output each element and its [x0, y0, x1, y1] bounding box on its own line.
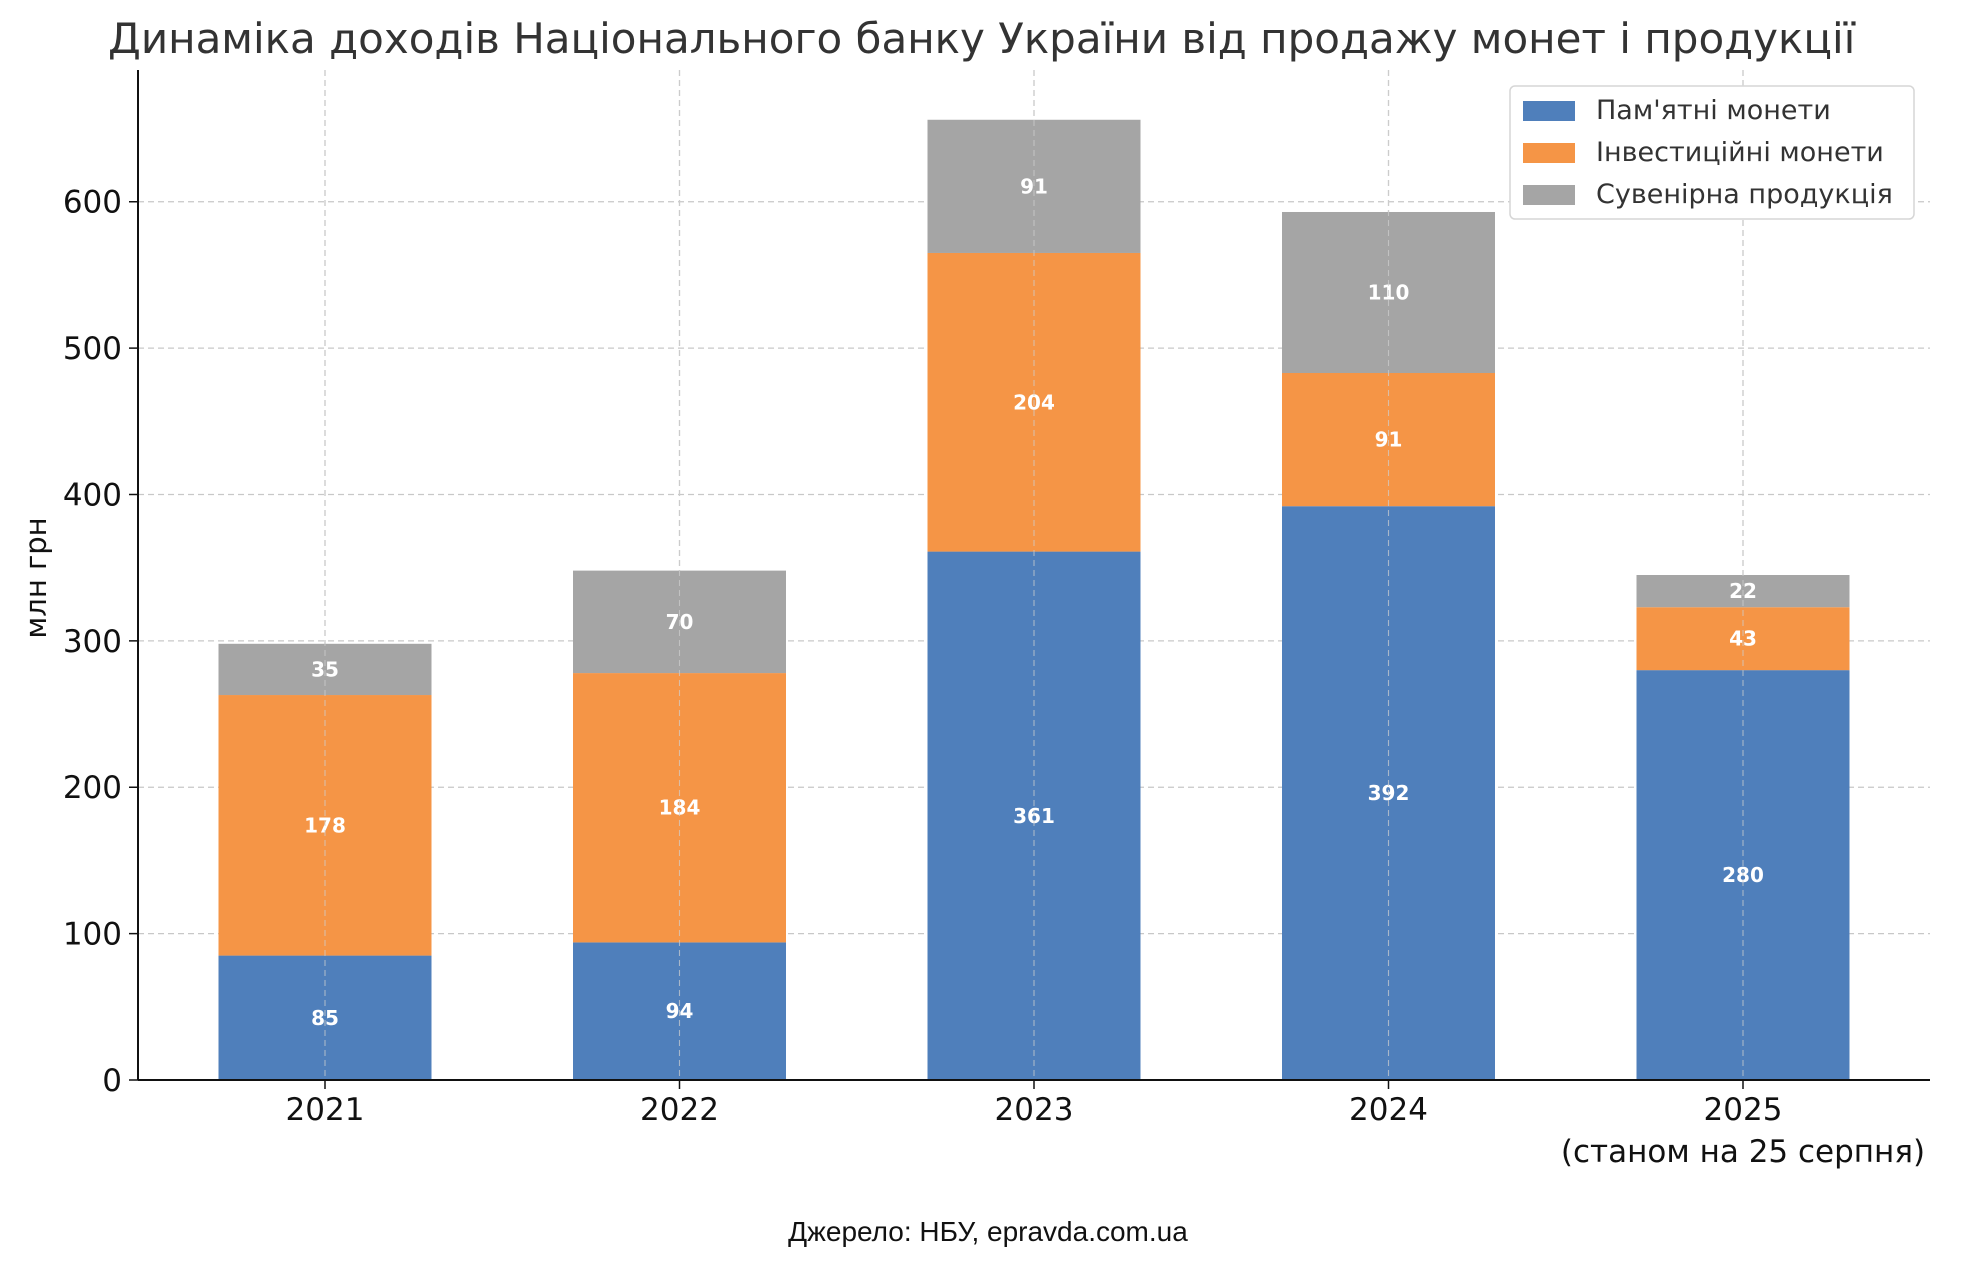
legend-label: Інвестиційні монети: [1596, 137, 1884, 168]
x-tick-label: 2021: [286, 1092, 365, 1128]
source-note: Джерело: НБУ, epravda.com.ua: [788, 1216, 1188, 1247]
y-tick-label: 400: [63, 477, 122, 513]
y-tick-label: 600: [63, 185, 122, 221]
y-tick-label: 300: [63, 624, 122, 660]
x-tick-label: 2024: [1349, 1092, 1428, 1128]
data-label: 184: [659, 796, 701, 820]
legend-label: Пам'ятні монети: [1596, 95, 1831, 126]
y-tick-label: 0: [102, 1063, 122, 1099]
x-tick-label: 2025: [1704, 1092, 1783, 1128]
y-tick-label: 200: [63, 770, 122, 806]
chart-title: Динаміка доходів Національного банку Укр…: [108, 14, 1856, 63]
legend-swatch: [1523, 143, 1575, 163]
axes-layer: 0 100 200 300 400 500 600 2021 2022 2023 2024 2025 (…: [63, 70, 1930, 1170]
data-label: 85: [311, 1006, 339, 1030]
bar-segment: [218, 955, 432, 1080]
x-tick-label: 2022: [640, 1092, 719, 1128]
legend-swatch: [1523, 185, 1575, 205]
y-axis-label: млн грн: [19, 517, 53, 638]
x-tick-label: 2023: [995, 1092, 1074, 1128]
bar-segment: [573, 673, 786, 943]
bar-segment: [1636, 607, 1850, 671]
legend-swatch: [1523, 101, 1575, 121]
legend: Пам'ятні монети Інвестиційні монети Сувені…: [1509, 85, 1915, 220]
y-tick-label: 500: [63, 331, 122, 367]
legend-label: Сувенірна продукція: [1596, 179, 1893, 210]
y-tick-label: 100: [63, 917, 122, 953]
x-tick-sublabel: (станом на 25 серпня): [1561, 1134, 1925, 1170]
legend-box: [1509, 85, 1915, 220]
